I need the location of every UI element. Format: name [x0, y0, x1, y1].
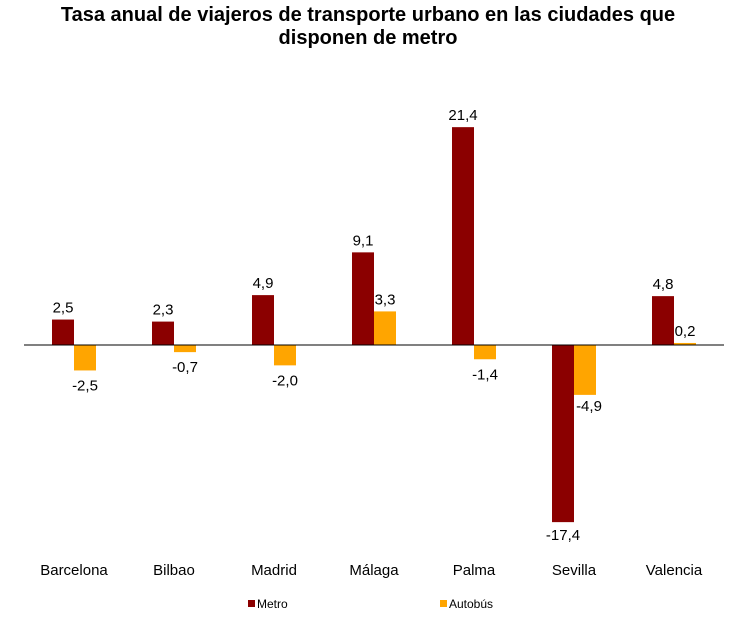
- data-label-metro-5: -17,4: [546, 527, 580, 544]
- legend-swatch-autobus: [440, 600, 447, 607]
- category-label-6: Valencia: [646, 562, 703, 579]
- bar-metro-2: [252, 295, 274, 345]
- bar-autobus-3: [374, 311, 396, 345]
- data-label-autobus-6: 0,2: [675, 323, 696, 340]
- chart-title: Tasa anual de viajeros de transporte urb…: [0, 4, 736, 50]
- data-label-metro-1: 2,3: [153, 302, 174, 319]
- data-label-metro-3: 9,1: [353, 232, 374, 249]
- bar-autobus-1: [174, 345, 196, 353]
- category-label-1: Bilbao: [153, 562, 195, 579]
- bar-autobus-4: [474, 345, 496, 360]
- data-label-autobus-1: -0,7: [172, 359, 198, 376]
- data-label-autobus-3: 3,3: [375, 291, 396, 308]
- category-label-0: Barcelona: [40, 562, 108, 579]
- bar-metro-4: [452, 127, 474, 345]
- bar-metro-6: [652, 296, 674, 345]
- data-label-metro-2: 4,9: [253, 275, 274, 292]
- chart-title-line1: Tasa anual de viajeros de transporte urb…: [60, 4, 676, 26]
- data-label-metro-0: 2,5: [53, 300, 74, 317]
- category-label-4: Palma: [453, 562, 496, 579]
- legend-swatch-metro: [248, 600, 255, 607]
- bar-metro-1: [152, 321, 174, 345]
- data-label-metro-4: 21,4: [448, 107, 477, 124]
- legend-label-autobus: Autobús: [449, 597, 493, 611]
- bar-autobus-0: [74, 345, 96, 371]
- data-label-autobus-2: -2,0: [272, 372, 298, 389]
- category-label-5: Sevilla: [552, 562, 597, 579]
- data-label-autobus-5: -4,9: [576, 398, 602, 415]
- category-label-2: Madrid: [251, 562, 297, 579]
- bar-autobus-6: [674, 342, 696, 345]
- bar-metro-0: [52, 319, 74, 345]
- bar-autobus-5: [574, 345, 596, 395]
- bar-metro-5: [552, 345, 574, 523]
- bar-metro-3: [352, 252, 374, 345]
- legend-label-metro: Metro: [257, 597, 288, 611]
- data-label-autobus-0: -2,5: [72, 377, 98, 394]
- bar-autobus-2: [274, 345, 296, 366]
- chart-title-line2: disponen de metro: [278, 27, 458, 49]
- data-label-autobus-4: -1,4: [472, 366, 498, 383]
- data-label-metro-6: 4,8: [653, 276, 674, 293]
- category-label-3: Málaga: [349, 562, 399, 579]
